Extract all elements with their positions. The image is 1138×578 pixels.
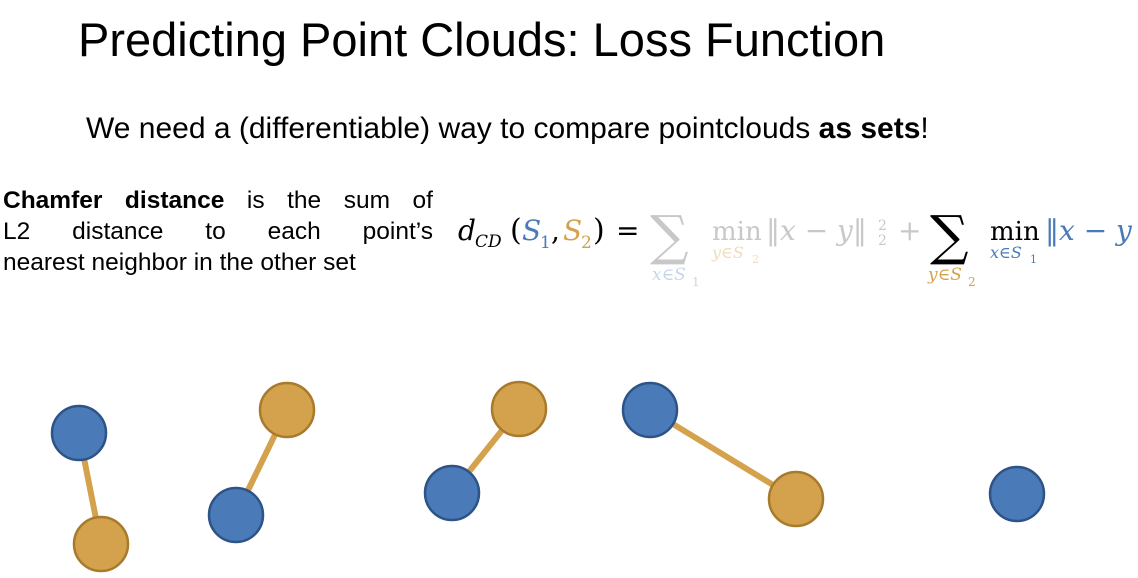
desc-term: Chamfer distance — [3, 187, 225, 214]
subtitle-punct: ! — [920, 112, 929, 145]
desc-line-2: L2 distance to each point’s — [3, 218, 433, 245]
slide-subtitle: We need a (differentiable) way to compar… — [86, 112, 929, 146]
subtitle-text: We need a (differentiable) way to compar… — [86, 112, 819, 145]
desc-line-3: nearest neighbor in the other set — [3, 249, 356, 276]
chamfer-description: Chamfer distance is the sum of L2 distan… — [3, 185, 433, 278]
blue-point-4 — [621, 381, 679, 439]
orange-point-2 — [258, 381, 316, 439]
blue-point-2 — [207, 486, 265, 544]
desc-line-1: Chamfer distance is the sum of — [3, 187, 433, 214]
subtitle-emphasis: as sets — [818, 112, 921, 145]
orange-point-4 — [767, 470, 825, 528]
link-4 — [648, 407, 798, 502]
blue-point-5 — [988, 465, 1046, 523]
blue-point-1 — [50, 404, 108, 462]
slide-title: Predicting Point Clouds: Loss Function — [78, 13, 886, 66]
blue-point-3 — [423, 464, 481, 522]
orange-point-1 — [72, 515, 130, 573]
orange-point-3 — [490, 380, 548, 438]
